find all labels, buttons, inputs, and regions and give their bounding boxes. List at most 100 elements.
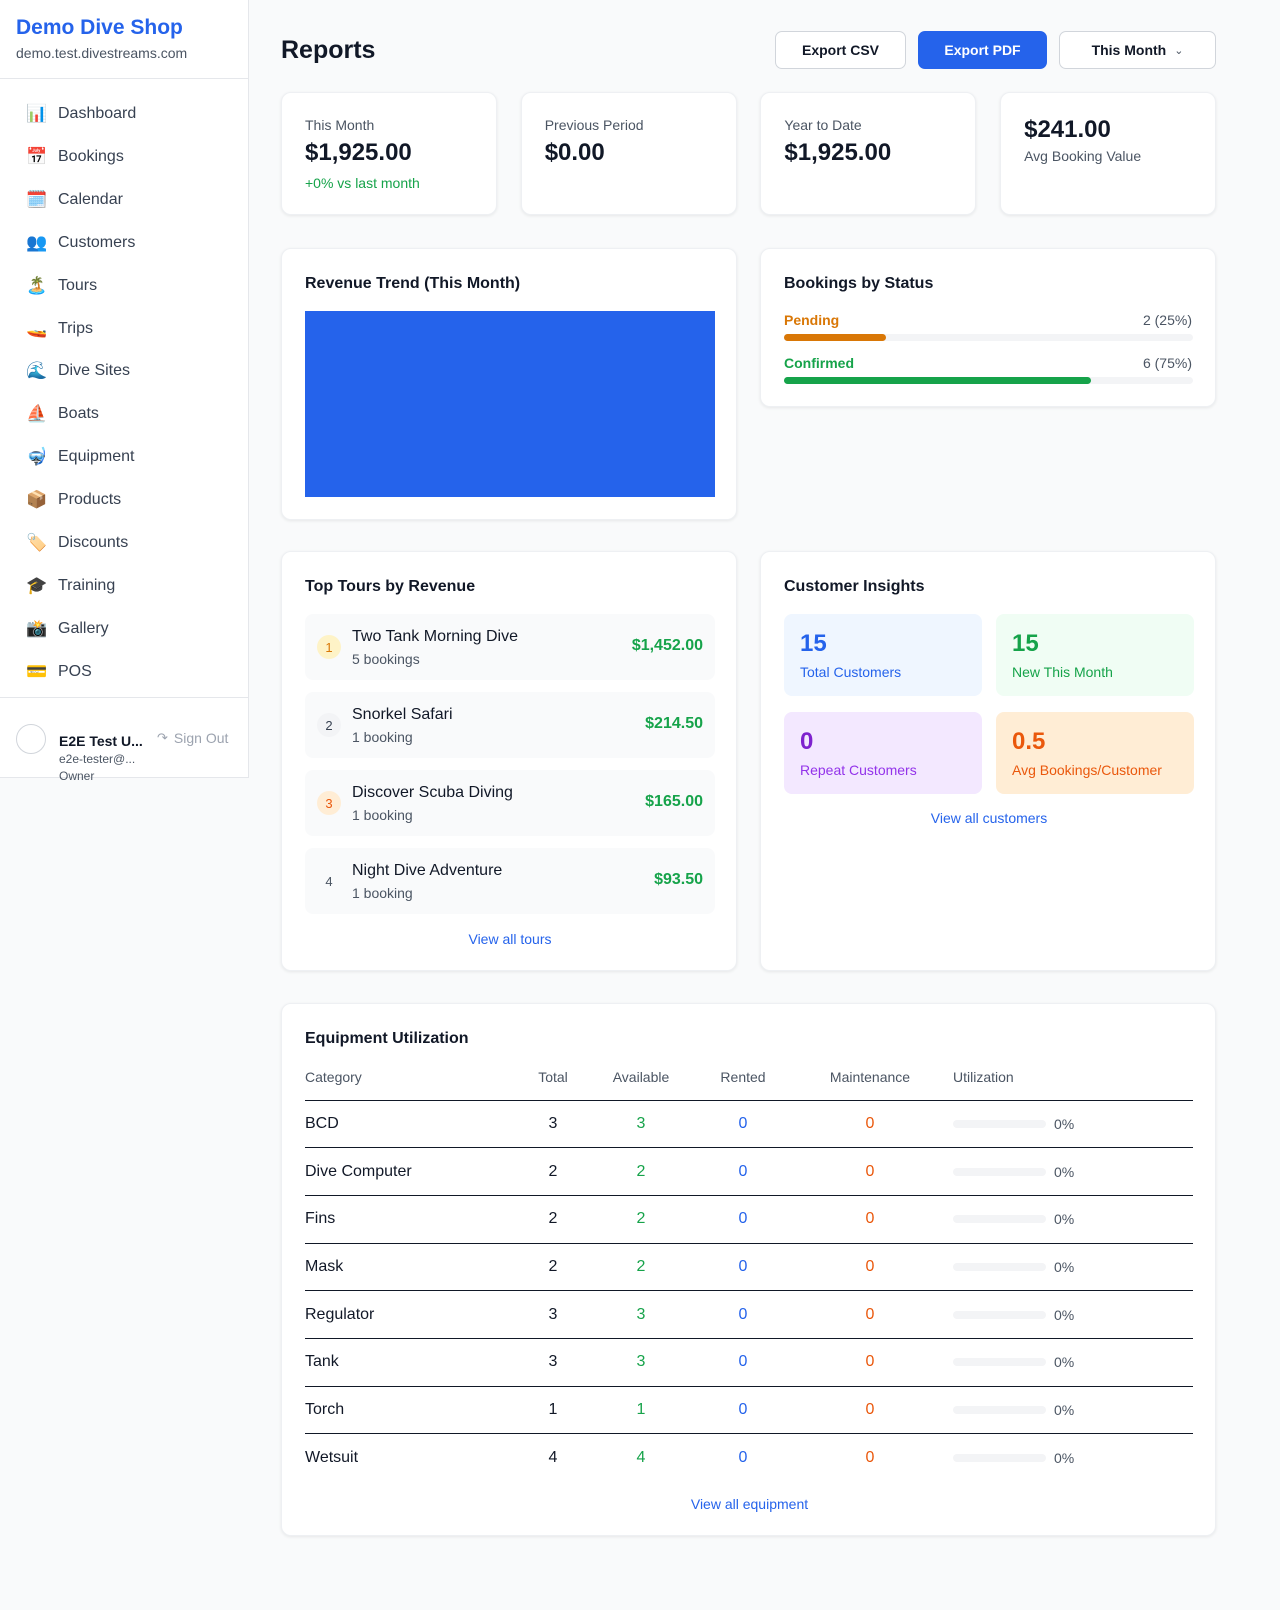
available-cell: 2 [586, 1147, 696, 1196]
nav-item[interactable]: 🚤 Trips [26, 314, 236, 344]
tour-row[interactable]: 2 Snorkel Safari 1 booking $214.50 [305, 692, 715, 758]
utilization-track [953, 1405, 1046, 1414]
nav-label: Gallery [58, 619, 109, 637]
status-name: Confirmed [784, 355, 854, 371]
nav-icon: 👥 [26, 232, 48, 252]
nav-item[interactable]: 📅 Bookings [26, 142, 236, 172]
insight-tile: 0 Repeat Customers [784, 712, 982, 794]
tour-name: Two Tank Morning Dive [352, 628, 518, 645]
available-cell: 3 [586, 1290, 696, 1339]
utilization-label: 0% [1054, 1211, 1075, 1228]
column-header: Available [586, 1062, 696, 1101]
rented-cell: 0 [738, 1448, 748, 1466]
nav-label: Tours [58, 276, 98, 294]
utilization-label: 0% [1054, 1401, 1075, 1418]
stat-card: This Month $1,925.00 +0% vs last month [281, 92, 497, 215]
nav-item[interactable]: 👥 Customers [26, 228, 236, 258]
export-csv-button[interactable]: Export CSV [775, 31, 906, 69]
nav-label: Trips [58, 319, 93, 337]
stat-value: $1,925.00 [305, 139, 412, 166]
total-cell: 3 [520, 1338, 586, 1387]
nav-item[interactable]: ⛵ Boats [26, 399, 236, 429]
nav-icon: 🏷️ [26, 533, 48, 552]
nav-item[interactable]: 💳 POS [26, 657, 236, 687]
utilization-cell: 0% [950, 1147, 1193, 1196]
utilization-label: 0% [1054, 1306, 1075, 1323]
maintenance-cell: 0 [790, 1386, 950, 1435]
stat-label: This Month [305, 117, 375, 133]
insight-label: Avg Bookings/Customer [1012, 762, 1162, 778]
equipment-row: BCD 3 3 0 0 0% [305, 1100, 1193, 1149]
sidebar: Demo Dive Shop demo.test.divestreams.com 📊… [0, 0, 249, 783]
equipment-row: Mask 2 2 0 0 0% [305, 1243, 1193, 1292]
revenue-trend-card: Revenue Trend (This Month) [281, 248, 737, 520]
utilization: 0% [953, 1211, 1193, 1227]
table-head: Category Total Available Rented Maintenance U… [305, 1062, 1193, 1101]
export-pdf-button[interactable]: Export PDF [918, 31, 1047, 69]
customer-insights-card: Customer Insights 15 Total Customers 15 New … [760, 551, 1216, 971]
utilization-cell: 0% [950, 1290, 1193, 1339]
view-all-customers-link[interactable]: View all customers [930, 810, 1048, 826]
category-cell: Fins [305, 1195, 520, 1244]
button-label: Export PDF [944, 42, 1021, 58]
sign-out[interactable]: ↷ Sign Out [157, 730, 228, 746]
stat-note: +0% vs last month [305, 175, 420, 191]
maintenance-cell: 0 [790, 1195, 950, 1244]
nav-item[interactable]: 🏝️ Tours [26, 271, 236, 301]
total-cell: 3 [520, 1290, 586, 1339]
sign-out-label: Sign Out [173, 730, 229, 746]
insight-tile: 0.5 Avg Bookings/Customer [996, 712, 1194, 794]
available-cell: 1 [586, 1386, 696, 1435]
utilization: 0% [953, 1450, 1193, 1466]
utilization-cell: 0% [950, 1386, 1193, 1435]
nav-item[interactable]: 🤿 Equipment [26, 442, 236, 472]
utilization: 0% [953, 1402, 1193, 1418]
nav-label: Boats [58, 405, 99, 423]
available-cell: 2 [586, 1243, 696, 1292]
tour-row[interactable]: 4 Night Dive Adventure 1 booking $93.50 [305, 848, 715, 914]
avatar [16, 724, 46, 754]
stat-card: Year to Date $1,925.00 [760, 92, 977, 215]
maintenance-cell: 0 [790, 1243, 950, 1292]
nav-item[interactable]: 🏷️ Discounts [26, 528, 236, 558]
nav-item[interactable]: 📊 Dashboard [26, 99, 236, 129]
nav-icon: 📦 [26, 490, 48, 510]
sign-out-icon: ↷ [157, 730, 168, 745]
insight-label: Repeat Customers [800, 762, 917, 778]
total-cell: 2 [520, 1243, 586, 1292]
tour-rank: 2 [317, 713, 341, 737]
nav-item[interactable]: 🌊 Dive Sites [26, 356, 236, 386]
period-select[interactable]: This Month ⌄ [1059, 31, 1216, 69]
nav-item[interactable]: 🎓 Training [26, 571, 236, 601]
top-tours-card: Top Tours by Revenue 1 Two Tank Morning Di… [281, 551, 737, 971]
tour-row[interactable]: 1 Two Tank Morning Dive 5 bookings $1,452.0… [305, 614, 715, 680]
view-all-tours-link[interactable]: View all tours [468, 931, 552, 947]
equipment-card: Equipment Utilization Category Total Availa… [281, 1003, 1216, 1536]
domain: demo.test.divestreams.com [16, 45, 188, 61]
maintenance-cell: 0 [790, 1290, 950, 1339]
nav-item[interactable]: 📦 Products [26, 485, 236, 515]
tour-bookings: 5 bookings [352, 651, 420, 667]
insight-value: 15 [1012, 630, 1039, 657]
chevron: ⌄ [1174, 44, 1184, 57]
user-name: E2E Test U... [59, 733, 143, 749]
view-all-equipment-link[interactable]: View all equipment [690, 1496, 809, 1512]
available-cell: 3 [586, 1338, 696, 1387]
equipment-row: Torch 1 1 0 0 0% [305, 1386, 1193, 1435]
utilization-cell: 0% [950, 1434, 1193, 1482]
card-title: Top Tours by Revenue [305, 578, 476, 595]
tour-row[interactable]: 3 Discover Scuba Diving 1 booking $165.00 [305, 770, 715, 836]
nav-item[interactable]: 🗓️ Calendar [26, 185, 236, 215]
user-role: Owner [59, 769, 95, 783]
status-bar [784, 377, 1091, 384]
nav-label: Dashboard [58, 105, 137, 122]
rented-cell: 0 [696, 1338, 790, 1387]
maintenance-cell: 0 [790, 1338, 950, 1387]
nav-icon: 📸 [26, 618, 48, 638]
status-bar [784, 334, 887, 341]
utilization-track [953, 1358, 1046, 1367]
nav-item[interactable]: 📸 Gallery [26, 614, 236, 644]
card-title: Bookings by Status [784, 275, 934, 292]
utilization-cell: 0% [950, 1243, 1193, 1292]
